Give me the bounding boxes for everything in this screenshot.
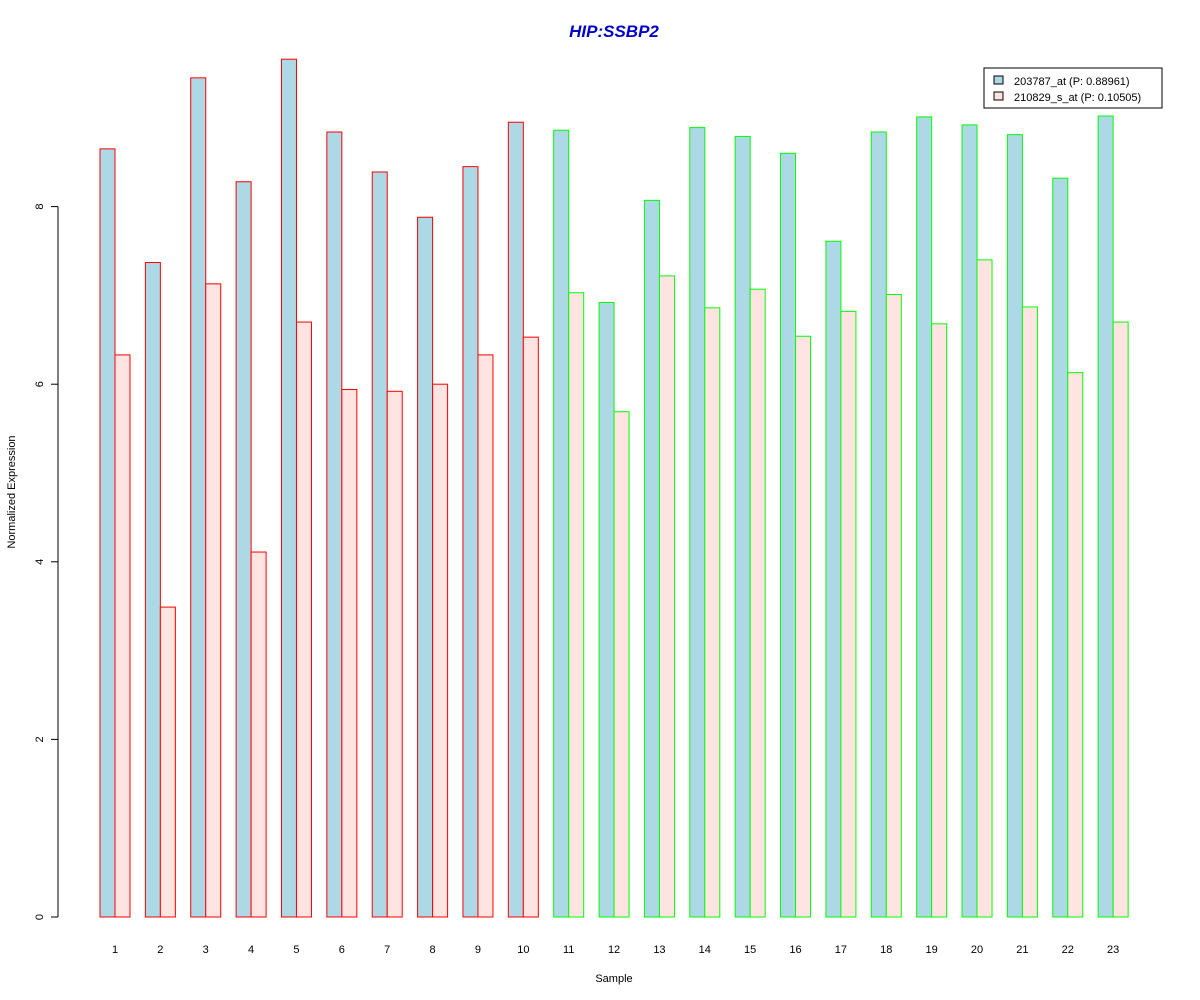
bar-sample-5-series-2 xyxy=(295,321,312,918)
x-tick-label: 3 xyxy=(203,944,209,956)
bar-sample-3-series-1 xyxy=(190,77,207,918)
bar-sample-5-series-1 xyxy=(280,58,297,918)
bar-sample-14-series-1 xyxy=(689,127,706,918)
bar-sample-12-series-1 xyxy=(598,302,615,918)
bar-sample-20-series-1 xyxy=(961,124,978,918)
legend-label-210829-s-at: 210829_s_at (P: 0.10505) xyxy=(1014,92,1141,104)
x-tick-label: 20 xyxy=(971,944,983,956)
bar-sample-11-series-2 xyxy=(568,292,585,918)
bar-sample-11-series-1 xyxy=(553,129,570,918)
bar-sample-19-series-2 xyxy=(931,323,948,918)
bar-sample-23-series-1 xyxy=(1097,115,1114,918)
bar-sample-7-series-1 xyxy=(371,171,388,918)
bar-sample-2-series-1 xyxy=(144,262,161,918)
bar-sample-23-series-2 xyxy=(1112,321,1129,918)
bar-sample-2-series-2 xyxy=(159,606,176,918)
bar-sample-9-series-2 xyxy=(477,354,494,918)
x-tick-label: 12 xyxy=(608,944,620,956)
x-tick-label: 18 xyxy=(880,944,892,956)
y-tick-label: 8 xyxy=(34,204,46,210)
bar-sample-21-series-1 xyxy=(1006,134,1023,918)
x-tick-label: 2 xyxy=(157,944,163,956)
x-tick-label: 6 xyxy=(339,944,345,956)
bar-sample-13-series-2 xyxy=(658,275,675,918)
x-tick-label: 23 xyxy=(1107,944,1119,956)
y-tick-label: 6 xyxy=(34,381,46,387)
bar-sample-3-series-2 xyxy=(205,283,222,918)
x-tick-label: 13 xyxy=(653,944,665,956)
bar-sample-1-series-1 xyxy=(99,148,116,918)
bar-sample-9-series-1 xyxy=(462,166,479,918)
y-tick-label: 2 xyxy=(34,736,46,742)
bar-sample-22-series-1 xyxy=(1052,177,1069,918)
legend-swatch-210829-s-at xyxy=(993,91,1004,101)
y-axis: 0 2 4 6 8 xyxy=(34,204,59,920)
chart-title: HIP:SSBP2 xyxy=(569,22,659,41)
bar-sample-21-series-2 xyxy=(1021,306,1038,918)
bar-sample-6-series-1 xyxy=(326,131,343,918)
legend-label-203787-at: 203787_at (P: 0.88961) xyxy=(1014,76,1130,88)
x-tick-label: 9 xyxy=(475,944,481,956)
legend-box xyxy=(983,67,1163,109)
bar-sample-7-series-2 xyxy=(386,390,403,918)
x-tick-label: 4 xyxy=(248,944,254,956)
bar-sample-16-series-2 xyxy=(795,335,812,918)
bar-sample-18-series-2 xyxy=(885,294,902,918)
bar-sample-19-series-1 xyxy=(916,116,933,918)
bar-sample-17-series-2 xyxy=(840,310,857,918)
x-tick-labels: 1 2 3 4 5 6 7 8 9 10 11 12 13 14 15 16 17 18 19 20 21 22 23 xyxy=(112,944,1119,956)
x-tick-label: 14 xyxy=(699,944,711,956)
bar-sample-16-series-1 xyxy=(780,152,797,918)
bar-sample-10-series-1 xyxy=(507,121,524,918)
bar-sample-6-series-2 xyxy=(341,389,358,918)
x-tick-label: 16 xyxy=(789,944,801,956)
bar-sample-4-series-2 xyxy=(250,551,267,918)
bar-sample-8-series-1 xyxy=(417,216,434,918)
x-axis-label: Sample xyxy=(595,973,632,985)
bar-sample-4-series-1 xyxy=(235,181,252,918)
bar-sample-15-series-1 xyxy=(734,135,751,918)
x-tick-label: 7 xyxy=(384,944,390,956)
bar-sample-17-series-1 xyxy=(825,240,842,918)
bar-sample-18-series-1 xyxy=(870,131,887,918)
y-tick-label: 0 xyxy=(34,914,46,920)
x-tick-label: 5 xyxy=(293,944,299,956)
x-tick-label: 8 xyxy=(430,944,436,956)
bar-sample-15-series-2 xyxy=(749,288,766,918)
x-tick-label: 10 xyxy=(517,944,529,956)
bar-sample-20-series-2 xyxy=(976,259,993,918)
bar-sample-22-series-2 xyxy=(1067,372,1084,918)
bar-sample-13-series-1 xyxy=(643,199,660,918)
x-tick-label: 15 xyxy=(744,944,756,956)
x-tick-label: 1 xyxy=(112,944,118,956)
y-axis-label: Normalized Expression xyxy=(6,435,18,548)
bar-sample-1-series-2 xyxy=(114,354,131,918)
bar-sample-14-series-2 xyxy=(704,307,721,918)
x-tick-label: 19 xyxy=(926,944,938,956)
x-tick-label: 17 xyxy=(835,944,847,956)
x-tick-label: 21 xyxy=(1016,944,1028,956)
x-tick-label: 22 xyxy=(1062,944,1074,956)
legend-swatch-203787-at xyxy=(993,75,1004,85)
bar-sample-12-series-2 xyxy=(613,411,630,918)
legend: 203787_at (P: 0.88961) 210829_s_at (P: 0… xyxy=(983,67,1163,109)
x-tick-label: 11 xyxy=(563,944,574,956)
bars xyxy=(99,58,1129,918)
y-tick-label: 4 xyxy=(34,559,46,565)
bar-sample-10-series-2 xyxy=(522,336,539,918)
bar-sample-8-series-2 xyxy=(432,383,449,918)
